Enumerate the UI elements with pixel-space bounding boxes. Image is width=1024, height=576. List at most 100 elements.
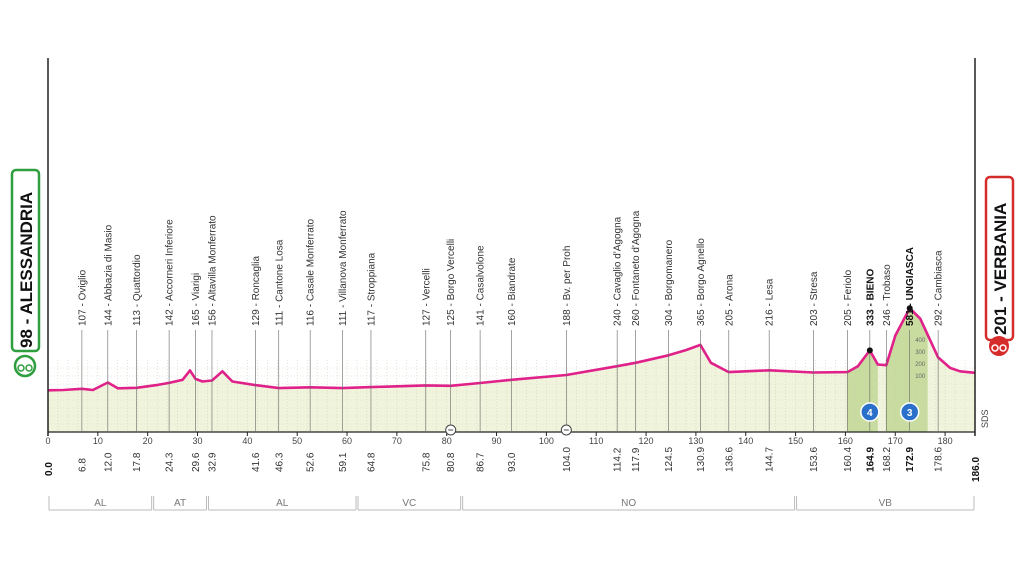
climb-tick: 200 (915, 362, 926, 368)
place-label: 111 - Villanova Monferrato (338, 210, 349, 326)
place-km: 86.7 (476, 452, 487, 472)
sprint-icon (445, 424, 457, 436)
place-km: 24.3 (165, 452, 176, 472)
place-km: 117.9 (631, 447, 642, 472)
start-km: 0.0 (44, 462, 55, 476)
x-tick-label: 10 (93, 436, 103, 446)
place-label: 188 - Bv. per Proh (562, 246, 573, 326)
place-label: 260 - Fontaneto d'Agogna (631, 210, 642, 326)
x-tick-label: 90 (492, 436, 502, 446)
x-tick-label: 40 (242, 436, 252, 446)
sds-label: SDS (980, 409, 990, 428)
place-km: 46.3 (274, 452, 285, 472)
x-tick-label: 120 (639, 436, 654, 446)
place-km: 17.8 (132, 452, 143, 472)
place-label: 165 - Viarigi (191, 273, 202, 326)
place-km: 153.6 (809, 447, 820, 472)
summit-dot (866, 347, 873, 354)
place-label: 240 - Cavaglio d'Agogna (613, 216, 624, 326)
place-label: 205 - Feriolo (843, 269, 854, 326)
x-tick-label: 70 (392, 436, 402, 446)
place-label: 141 - Casalvolone (476, 245, 487, 326)
x-tick-label: 20 (143, 436, 153, 446)
kom-category: 3 (907, 408, 913, 419)
place-km: 80.8 (446, 452, 457, 472)
place-km: 59.1 (338, 452, 349, 472)
place-label: 203 - Stresa (809, 271, 820, 326)
place-label: 111 - Cantone Losa (274, 239, 285, 326)
place-km: 114.2 (613, 447, 624, 472)
x-tick-label: 30 (193, 436, 203, 446)
place-label: 216 - Lesa (765, 278, 776, 326)
place-label: 144 - Abbazia di Masio (103, 224, 114, 326)
place-km: 160.4 (843, 447, 854, 472)
climb-tick: 300 (915, 350, 926, 356)
place-label: 127 - Vercelli (421, 268, 432, 326)
place-label: 160 - Biandrate (507, 257, 518, 326)
place-label: 205 - Arona (724, 274, 735, 326)
place-km: 75.8 (421, 452, 432, 472)
sprint-icon (560, 424, 572, 436)
x-tick-label: 160 (838, 436, 853, 446)
place-km: 29.6 (191, 452, 202, 472)
province-label: VC (402, 498, 416, 509)
province-label: AT (174, 498, 186, 509)
place-km: 130.9 (696, 447, 707, 472)
province-label: VB (879, 498, 893, 509)
place-km: 32.9 (207, 452, 218, 472)
place-label: 246 - Trobaso (882, 264, 893, 326)
x-tick-label: 180 (938, 436, 953, 446)
x-tick-label: 0 (45, 436, 50, 446)
place-label: 107 - Oviglio (77, 269, 88, 326)
x-tick-label: 60 (342, 436, 352, 446)
kom-badge: 4 (860, 402, 880, 422)
x-tick-label: 150 (788, 436, 803, 446)
finish-km: 186.0 (971, 457, 982, 482)
place-km: 164.9 (865, 447, 876, 472)
province-bands: AL AT AL VC NO VB (48, 496, 975, 511)
profile-area (48, 308, 975, 432)
place-label: 365 - Borgo Agnello (696, 238, 707, 326)
place-label: 304 - Borgomanero (664, 239, 675, 326)
place-label: 156 - Altavilla Monferrato (207, 215, 218, 326)
place-label: 125 - Borgo Vercelli (446, 239, 457, 326)
place-km: 52.6 (306, 452, 317, 472)
place-label: 117 - Stroppiana (366, 252, 377, 326)
summit-dot (906, 305, 913, 312)
province-label: NO (621, 498, 636, 509)
place-km: 93.0 (507, 452, 518, 472)
x-tick-label: 110 (589, 436, 603, 446)
province-label: AL (94, 498, 107, 509)
place-label: 142 - Accorneri Inferiore (165, 219, 176, 326)
kom-category: 4 (867, 408, 873, 419)
place-label: 116 - Casale Monferrato (306, 218, 317, 326)
province-label: AL (276, 498, 289, 509)
finish-label: 201 - VERBANIA (991, 203, 1010, 335)
place-label: 581 - UNGIASCA (905, 247, 916, 326)
place-km: 6.8 (77, 458, 88, 472)
place-km: 178.6 (934, 447, 945, 472)
x-tick-label: 170 (888, 436, 903, 446)
x-tick-label: 100 (539, 436, 554, 446)
kom-badge: 3 (899, 402, 920, 422)
start-label: 98 - ALESSANDRIA (17, 192, 36, 348)
place-label: 129 - Roncaglia (251, 256, 262, 326)
place-km: 41.6 (251, 452, 262, 472)
climb-tick: 100 (915, 374, 926, 380)
place-label: 292 - Cambiasca (934, 250, 945, 326)
place-km: 64.8 (366, 452, 377, 472)
place-km: 172.9 (905, 447, 916, 472)
place-km: 168.2 (882, 447, 893, 472)
x-tick-label: 50 (292, 436, 302, 446)
x-tick-label: 130 (688, 436, 703, 446)
place-km: 136.6 (724, 447, 735, 472)
place-km: 144.7 (765, 447, 776, 472)
place-km: 12.0 (103, 452, 114, 472)
kom-icon (860, 402, 880, 422)
kom-icon (899, 402, 920, 422)
place-km: 104.0 (562, 447, 573, 472)
x-tick-label: 80 (442, 436, 452, 446)
place-label: 333 - BIENO (865, 269, 876, 326)
place-labels-layer: 107 - Oviglio 6.8 144 - Abbazia di Masio 12… (77, 210, 944, 472)
